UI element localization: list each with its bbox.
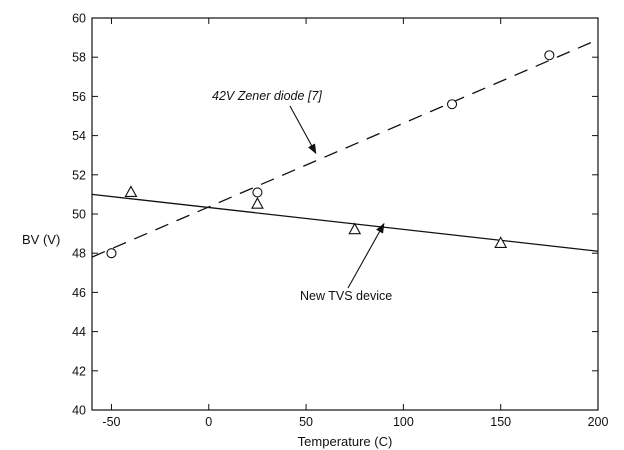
- y-tick-label: 44: [72, 325, 86, 339]
- annotation-label-1: New TVS device: [300, 289, 392, 303]
- data-point-circle: [106, 248, 117, 259]
- x-tick-label: 50: [299, 415, 313, 429]
- fit-line-layer: [91, 38, 599, 258]
- data-point-triangle: [494, 236, 508, 248]
- data-point-circle: [446, 99, 458, 110]
- data-point-triangle: [348, 222, 362, 235]
- annotation-label-0: 42V Zener diode [7]: [212, 89, 322, 103]
- plot-frame: [91, 17, 599, 411]
- y-tick-label: 54: [72, 129, 86, 143]
- y-tick-label: 60: [72, 12, 86, 26]
- y-tick-label: 56: [72, 90, 86, 104]
- x-axis-label: Temperature (C): [298, 434, 393, 449]
- y-tick-label: 42: [72, 364, 86, 378]
- y-axis-label: BV (V): [22, 232, 60, 247]
- fit-line-series-0: [91, 38, 599, 258]
- data-point-circle: [544, 50, 555, 61]
- y-tick-label: 50: [72, 208, 86, 222]
- annotation-layer: 42V Zener diode [7] New TVS device: [212, 89, 392, 303]
- x-tick-label: -50: [102, 415, 120, 429]
- data-point-circle: [252, 187, 263, 198]
- x-tick-label: 100: [393, 415, 414, 429]
- data-point-triangle: [124, 185, 138, 197]
- y-tick-label: 52: [72, 168, 86, 182]
- x-tick-label: 150: [490, 415, 511, 429]
- y-tick-label: 58: [72, 51, 86, 65]
- point-layer: [106, 50, 555, 259]
- tick-layer: -50 0 50 100 150 200 40 42 44 46 48 50 52 54 56 58 60: [72, 12, 608, 430]
- data-point-triangle: [250, 197, 264, 209]
- fit-line-series-1: [91, 193, 599, 252]
- annotation-arrow-1: [347, 222, 385, 289]
- x-tick-label: 200: [588, 415, 609, 429]
- x-tick-label: 0: [205, 415, 212, 429]
- y-tick-label: 40: [72, 404, 86, 418]
- annotation-arrow-0: [289, 105, 317, 155]
- y-tick-label: 48: [72, 247, 86, 261]
- y-tick-label: 46: [72, 286, 86, 300]
